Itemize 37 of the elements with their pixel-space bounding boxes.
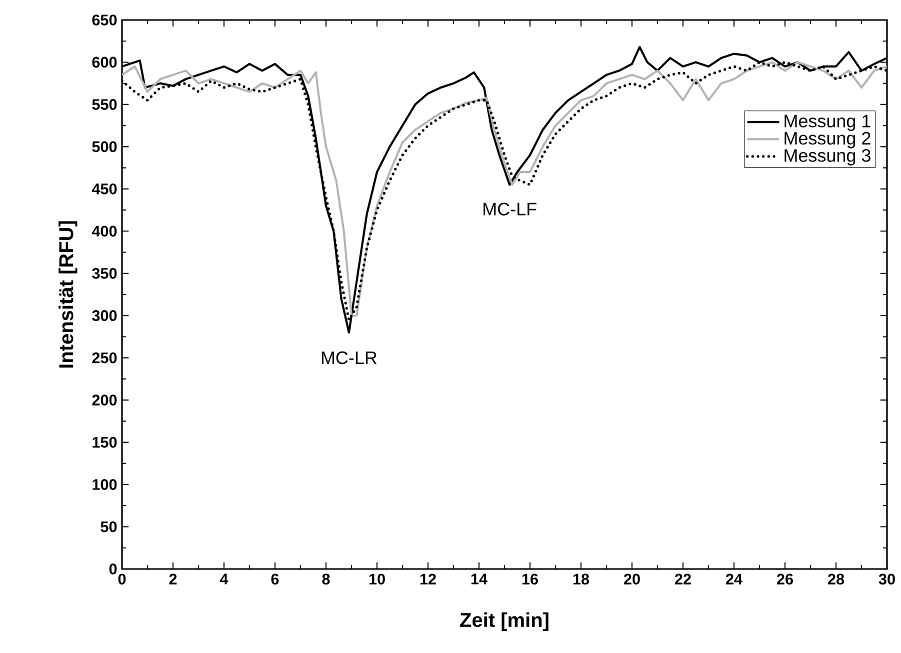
annotation: MC-LF	[484, 202, 536, 216]
y-tick-label: 500	[92, 141, 117, 152]
y-tick-label: 50	[100, 521, 117, 532]
legend-label: Messung 3	[784, 149, 870, 166]
y-tick-label: 650	[92, 14, 117, 26]
x-tick-label: 22	[674, 574, 691, 584]
y-tick-label: 550	[92, 99, 117, 110]
x-tick-label: 12	[420, 574, 436, 584]
x-tick-label: 4	[220, 574, 228, 584]
x-tick-label: 24	[726, 574, 742, 584]
x-tick-label: 26	[776, 574, 793, 585]
x-tick-label: 30	[878, 574, 895, 585]
y-axis-title: Intensität [RFU]	[58, 221, 78, 368]
x-tick-label: 16	[522, 574, 538, 585]
y-tick-label: 300	[92, 310, 117, 322]
x-tick-label: 10	[369, 574, 385, 585]
x-tick-label: 18	[573, 574, 590, 585]
y-tick-label: 400	[92, 226, 117, 237]
legend-label: Messung 1	[784, 114, 870, 131]
legend-label: Messung 2	[784, 132, 870, 148]
x-tick-label: 2	[169, 574, 177, 584]
x-tick-label: 14	[471, 574, 488, 584]
x-tick-label: 28	[828, 574, 844, 585]
y-tick-label: 600	[92, 56, 117, 68]
y-tick-label: 350	[92, 268, 117, 279]
y-tick-label: 450	[92, 183, 117, 194]
x-tick-label: 6	[271, 574, 279, 585]
x-tick-label: 8	[322, 574, 330, 585]
x-tick-label: 20	[624, 574, 640, 585]
y-tick-label: 150	[92, 436, 117, 448]
y-tick-label: 100	[92, 479, 117, 490]
x-axis-title: Zeit [min]	[460, 612, 548, 632]
x-tick-label: 0	[118, 574, 126, 585]
annotation: MC-LR	[322, 351, 377, 364]
y-tick-label: 200	[92, 394, 117, 406]
y-tick-label: 250	[92, 352, 117, 364]
y-tick-label: 0	[109, 564, 117, 574]
